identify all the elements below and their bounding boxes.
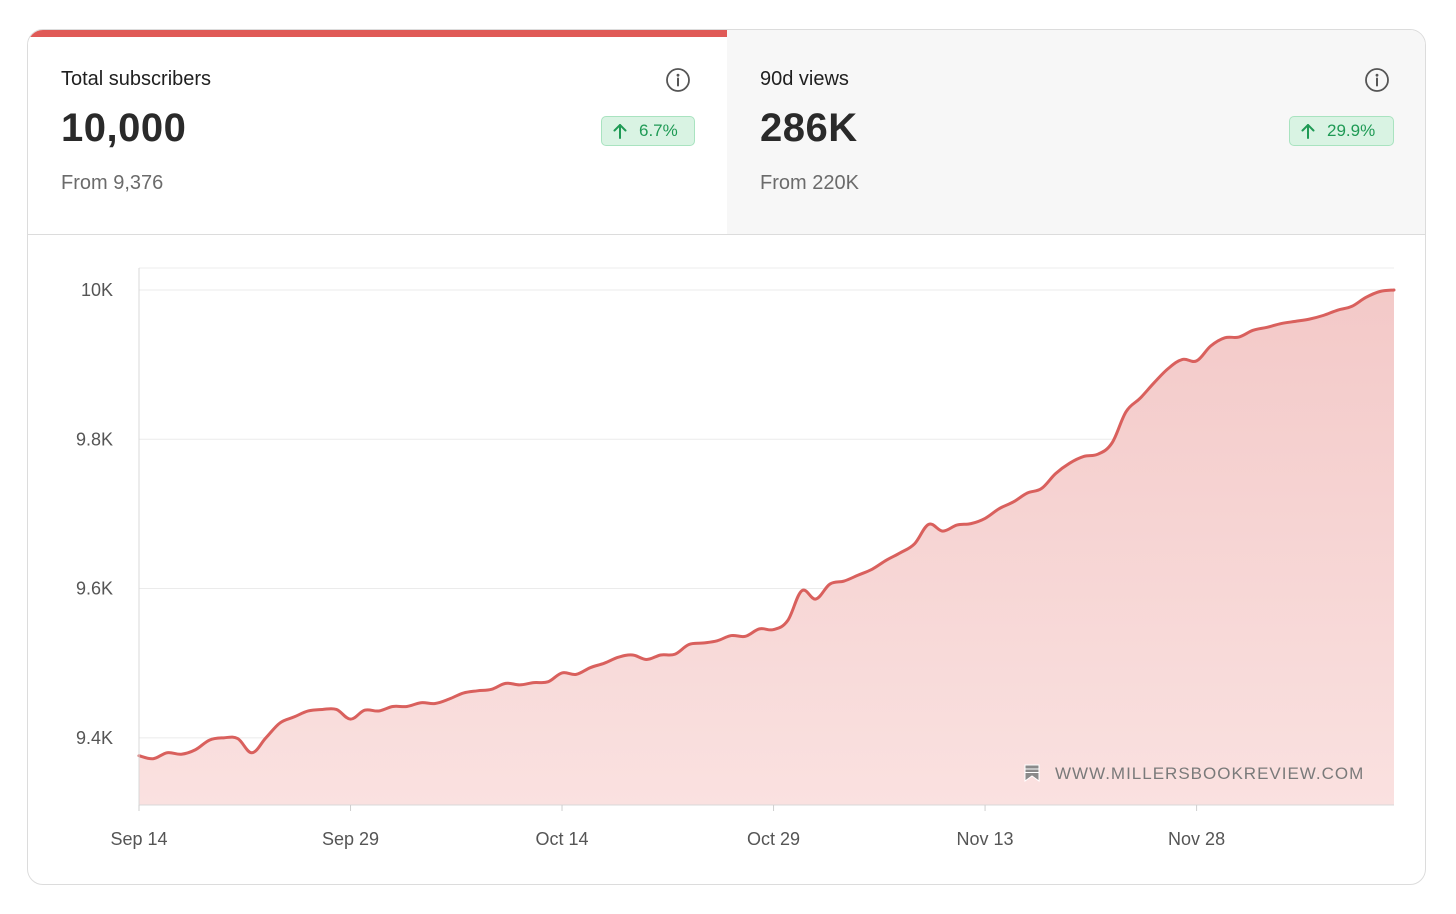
arrow-up-icon [613,124,627,139]
x-tick-label: Nov 13 [957,829,1014,849]
metric-value: 286K [760,106,858,150]
change-badge: 29.9% [1289,116,1394,146]
arrow-up-icon [1301,124,1315,139]
metric-label: Total subscribers [61,68,212,90]
info-icon[interactable] [665,67,691,93]
change-badge: 6.7% [601,116,695,146]
y-tick-label: 10K [81,280,113,300]
y-tick-label: 9.8K [76,429,113,449]
metric-tabs: Total subscribers 10,000 From 9,376 6.7%… [28,30,1425,235]
change-percent: 6.7% [639,121,678,140]
watermark: WWW.MILLERSBOOKREVIEW.COM [1024,764,1364,783]
x-tick-label: Sep 14 [110,829,167,849]
stats-card: Total subscribers 10,000 From 9,376 6.7%… [27,29,1426,885]
x-tick-label: Sep 29 [322,829,379,849]
metric-value: 10,000 [61,106,187,150]
tab-total-subscribers[interactable]: Total subscribers 10,000 From 9,376 6.7% [28,30,727,234]
bookmark-icon [1024,764,1040,782]
y-tick-label: 9.4K [76,728,113,748]
change-percent: 29.9% [1327,121,1376,140]
area-fill [139,290,1394,805]
tab-90d-views[interactable]: 90d views 286K From 220K 29.9% [727,30,1425,234]
metric-previous-value: From 220K [760,172,859,194]
y-tick-label: 9.6K [76,579,113,599]
metric-label: 90d views [760,68,849,90]
metric-previous-value: From 9,376 [61,172,164,194]
series-line [137,288,1396,761]
watermark-text: WWW.MILLERSBOOKREVIEW.COM [1055,764,1364,783]
x-tick-label: Oct 29 [747,829,800,849]
info-icon[interactable] [1364,67,1390,93]
subscribers-chart: 9.4K 9.6K 9.8K 10K Sep 14 Sep 29 Oct 14 Oct 29 N… [76,267,1396,849]
active-tab-indicator [28,30,727,37]
x-tick-label: Nov 28 [1168,829,1225,849]
x-tick-label: Oct 14 [536,829,589,849]
